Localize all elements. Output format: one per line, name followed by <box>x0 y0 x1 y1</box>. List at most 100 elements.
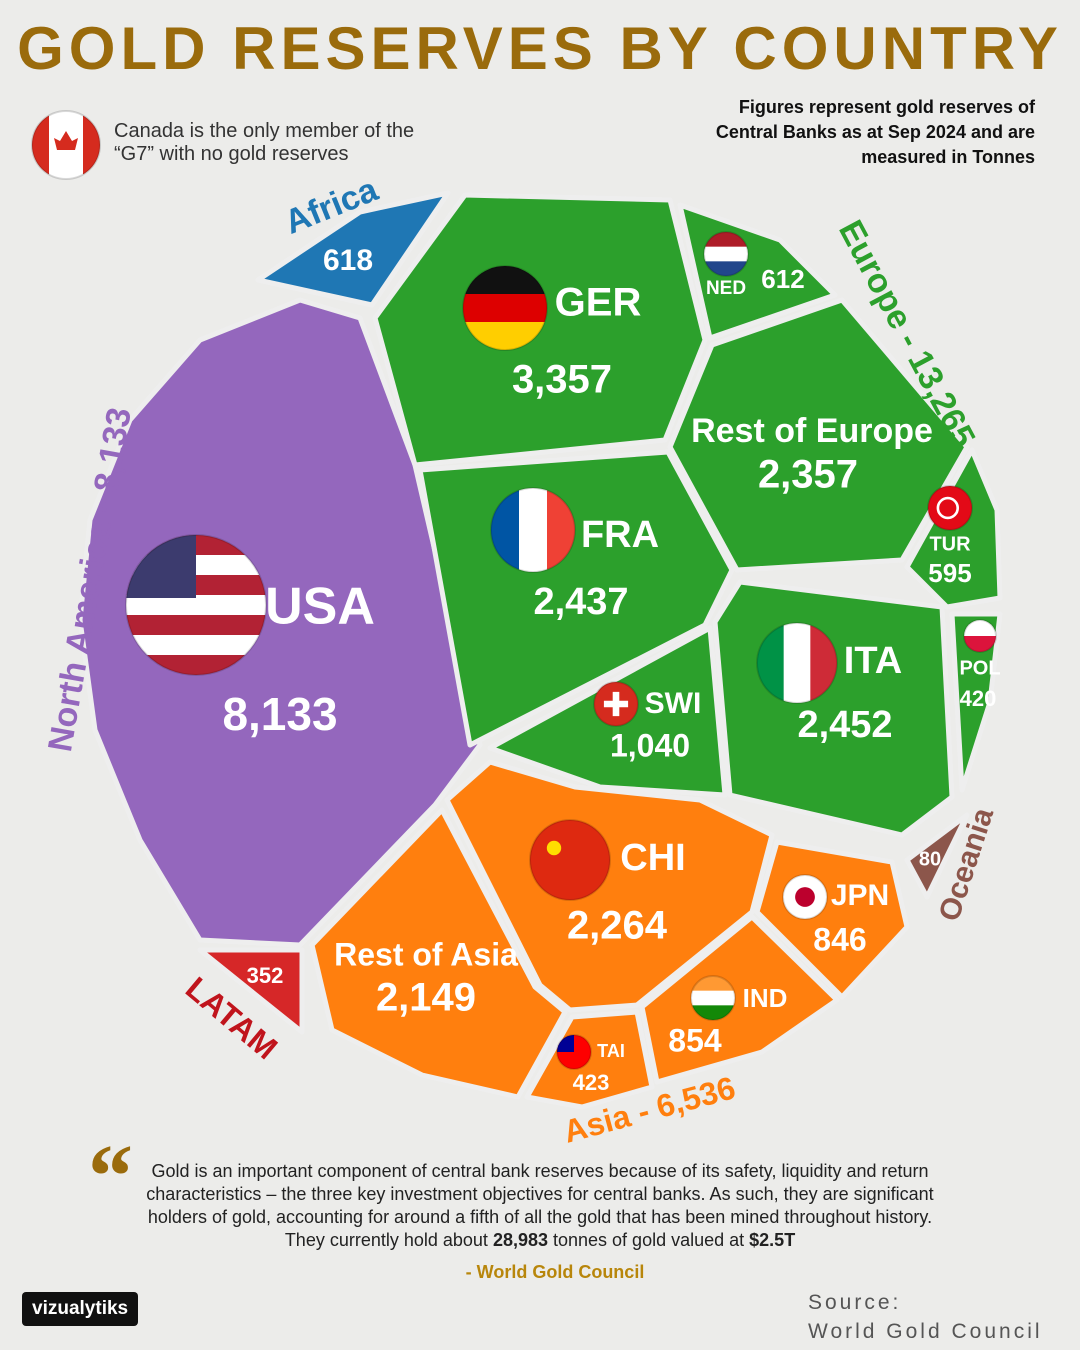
cell <box>197 947 305 1035</box>
cell-label: Rest of Asia <box>334 936 518 972</box>
flag-stripe <box>783 623 811 703</box>
crescent <box>936 496 960 520</box>
cell-label: ITA <box>844 640 902 682</box>
subtitle: Figures represent gold reserves of Centr… <box>715 97 1035 167</box>
flag-shine <box>556 1034 592 1070</box>
flag-shine <box>31 110 101 180</box>
cross <box>603 691 629 717</box>
flag-stripe <box>964 620 996 637</box>
flag-shine <box>490 487 576 573</box>
cell-value: 352 <box>247 963 284 988</box>
quote-number: 28,983 <box>492 1230 548 1250</box>
flag-shine <box>593 681 639 727</box>
flag-stripe <box>126 615 266 636</box>
quote-author: - World Gold Council <box>465 1262 645 1282</box>
note: Canada is the only member of the “G7” wi… <box>114 120 415 165</box>
source: Source: World Gold Council <box>808 1288 1043 1346</box>
flag-shine <box>703 231 749 277</box>
cell-value: 2,437 <box>533 581 628 623</box>
cell-label: Rest of Europe <box>691 412 933 450</box>
quote-number: $2.5T <box>749 1230 796 1250</box>
flag-shine <box>927 485 973 531</box>
flag-stripe <box>704 232 748 248</box>
flag <box>530 820 610 900</box>
cell-label: CHI <box>620 837 685 879</box>
flag-shine <box>529 819 611 901</box>
cell-value: 2,357 <box>758 453 858 497</box>
flag-shine <box>782 874 828 920</box>
cell-value: 420 <box>960 686 997 711</box>
cell <box>77 297 483 948</box>
flag <box>594 682 638 726</box>
leaf <box>54 131 78 150</box>
flag-shine <box>462 265 548 351</box>
flag-stripe <box>691 990 735 1006</box>
flag-stripe <box>928 486 972 530</box>
title: GOLD RESERVES BY COUNTRY <box>17 15 1063 82</box>
cell-value: 612 <box>761 264 804 294</box>
cell-label: FRA <box>581 514 659 556</box>
cell <box>639 914 840 1085</box>
flag <box>691 976 735 1020</box>
cell-label: IND <box>743 983 788 1013</box>
quote-mark: “ <box>88 1127 133 1226</box>
flag <box>964 620 996 652</box>
cell <box>904 812 970 900</box>
cell-value: 423 <box>573 1070 610 1095</box>
flag-shine <box>125 534 267 676</box>
flag-stripe <box>126 595 266 616</box>
cell-value: 2,264 <box>567 904 668 948</box>
flag-stripe <box>964 636 996 652</box>
cell-label: TAI <box>597 1041 625 1061</box>
cell <box>309 807 568 1100</box>
source-label: Source: <box>808 1291 902 1314</box>
flag-shine <box>963 619 997 653</box>
flag <box>557 1035 591 1069</box>
cell-value: 80 <box>919 848 941 870</box>
flag-stripe <box>704 261 748 276</box>
brand: vizualytiks <box>22 1292 139 1326</box>
cell-value: 618 <box>323 244 373 277</box>
flag <box>704 232 748 276</box>
flag <box>928 486 972 530</box>
cell-value: 854 <box>668 1022 722 1058</box>
flag <box>463 266 547 350</box>
cell-label: USA <box>265 578 375 636</box>
cell-value: 1,040 <box>610 727 690 763</box>
cell-value: 595 <box>928 558 971 588</box>
cell <box>444 759 775 1013</box>
flag-stripe <box>691 976 735 992</box>
cell-value: 3,357 <box>512 358 612 402</box>
source-name: World Gold Council <box>808 1320 1043 1343</box>
cell-label: TUR <box>929 533 971 555</box>
cell <box>949 611 1003 793</box>
cell-value: 8,133 <box>222 688 337 740</box>
flag-stripe <box>463 294 547 323</box>
quote-text: Gold is an important component of centra… <box>146 1161 934 1250</box>
flag-stripe <box>704 246 748 262</box>
cell <box>255 190 451 308</box>
disc <box>795 887 815 907</box>
cell <box>667 297 970 573</box>
cell-value: 2,452 <box>797 704 892 746</box>
flag-stripe <box>691 1005 735 1020</box>
cell-label: JPN <box>831 879 889 912</box>
flag-stripe <box>83 111 100 179</box>
flag-shine <box>756 622 838 704</box>
cell <box>524 1009 655 1110</box>
cell-label: POL <box>959 657 1000 679</box>
cell-value: 2,149 <box>376 976 476 1020</box>
flag-shine <box>690 975 736 1021</box>
flag-stripe <box>530 820 610 900</box>
quote-text: tonnes of gold valued at <box>548 1230 750 1250</box>
flag-stripe <box>519 488 548 572</box>
star <box>546 840 562 856</box>
cell-label: NED <box>706 278 746 299</box>
cell-value: 846 <box>813 921 866 957</box>
flag-stripe <box>126 635 266 656</box>
flag <box>783 875 827 919</box>
cell-label: GER <box>555 281 642 325</box>
quote: Gold is an important component of centra… <box>130 1160 950 1252</box>
